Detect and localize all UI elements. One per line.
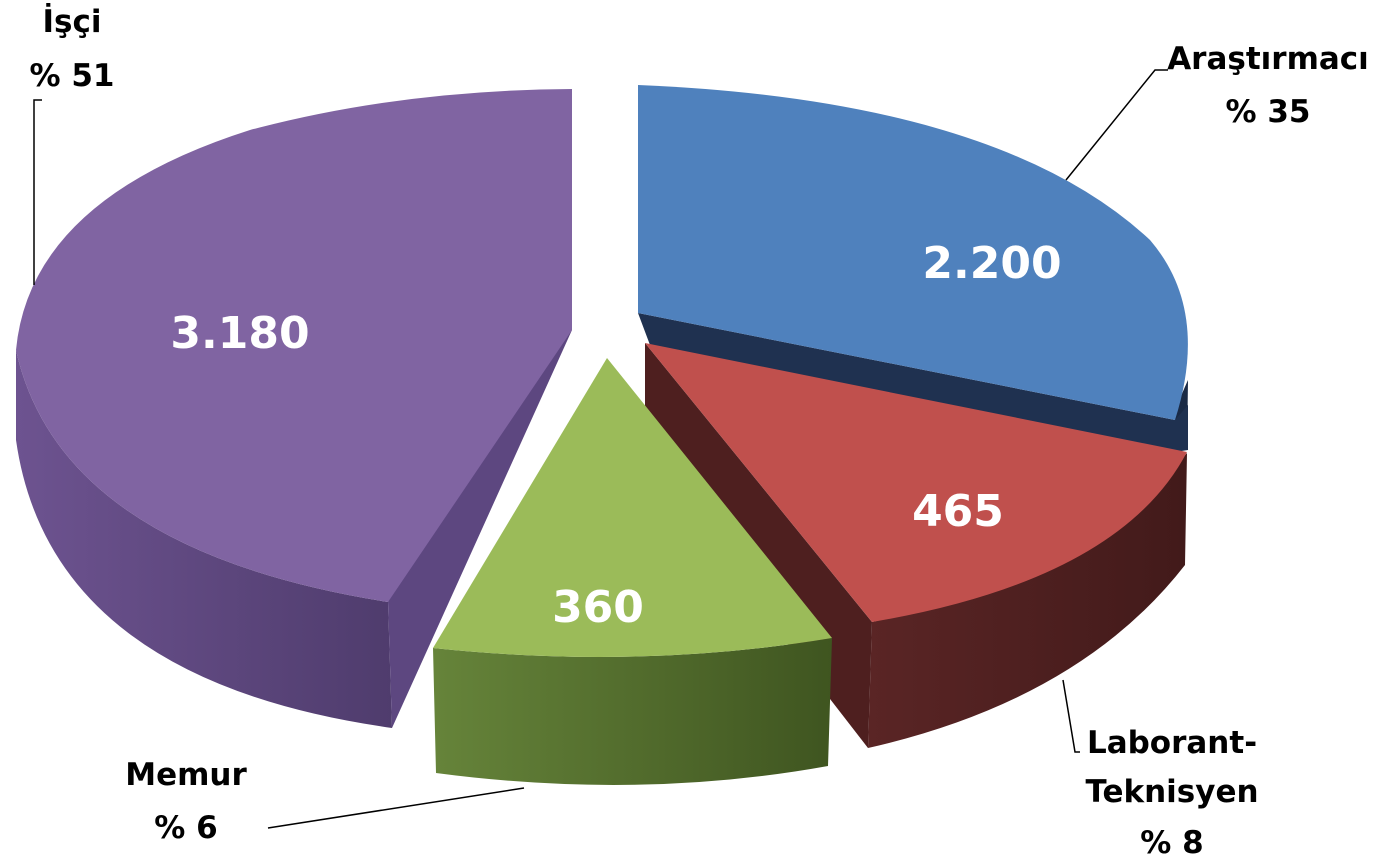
category-label-arastirmaci: Araştırmacı xyxy=(1167,41,1369,77)
slice-memur xyxy=(433,358,832,657)
percent-label-isci: % 51 xyxy=(30,58,115,94)
category-labels: Araştırmacı % 35 Laborant- Teknisyen % 8… xyxy=(30,4,1369,861)
category-label-laborant-line1: Laborant- xyxy=(1087,725,1257,761)
value-label-laborant: 465 xyxy=(912,486,1004,537)
category-label-isci: İşçi xyxy=(43,4,102,40)
leader-line-arastirmaci xyxy=(1065,69,1168,181)
value-label-memur: 360 xyxy=(552,582,644,633)
value-label-arastirmaci: 2.200 xyxy=(922,238,1061,289)
category-label-laborant-line2: Teknisyen xyxy=(1085,774,1258,810)
percent-label-memur: % 6 xyxy=(154,810,217,846)
percent-label-laborant: % 8 xyxy=(1140,825,1203,861)
value-label-isci: 3.180 xyxy=(170,308,309,359)
slice-arastirmaci xyxy=(638,85,1188,420)
leader-line-isci xyxy=(33,99,42,285)
slice-side-memur xyxy=(433,638,832,785)
slice-side-arastirmaci-inner xyxy=(638,313,1188,452)
leader-line-laborant xyxy=(1062,679,1080,753)
percent-label-arastirmaci: % 35 xyxy=(1226,94,1311,130)
slice-side-isci xyxy=(16,350,392,728)
category-label-memur: Memur xyxy=(125,757,247,793)
leader-line-memur xyxy=(267,787,525,829)
value-labels: 2.200 465 360 3.180 xyxy=(170,238,1061,633)
slice-isci xyxy=(16,89,572,602)
leader-lines xyxy=(33,69,1168,829)
slice-laborant xyxy=(645,343,1187,622)
pie-top xyxy=(16,85,1188,657)
